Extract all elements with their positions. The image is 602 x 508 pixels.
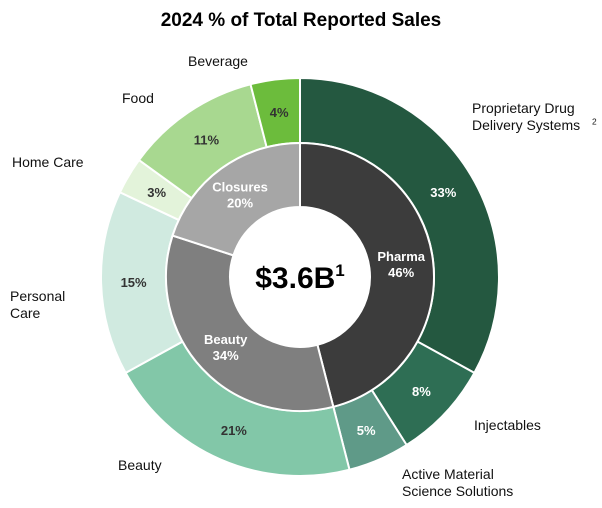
outer-slice-value: 15% xyxy=(121,275,147,290)
legend-label-pdds: Proprietary Drug Delivery Systems 2 xyxy=(472,100,597,134)
legend-label-injectables: Injectables xyxy=(474,417,541,433)
outer-slice-value: 11% xyxy=(194,132,220,147)
outer-slice-value: 21% xyxy=(221,423,247,438)
outer-slice-value: 3% xyxy=(147,185,166,200)
legend-label-food: Food xyxy=(122,90,154,106)
inner-slice-name: Pharma xyxy=(377,249,425,264)
inner-slice-name: Beauty xyxy=(204,332,248,347)
inner-slice-name: Closures xyxy=(212,179,268,194)
donut-hole xyxy=(230,207,370,347)
center-total: $3.6B1 xyxy=(255,261,345,295)
legend-label-amss: Active Material Science Solutions xyxy=(402,466,514,499)
legend-label-home-care: Home Care xyxy=(12,154,84,170)
outer-slice-value: 5% xyxy=(357,423,376,438)
label-text: Proprietary Drug Delivery Systems xyxy=(472,100,581,133)
inner-slice-value: 46% xyxy=(388,265,414,280)
inner-slice-value: 34% xyxy=(213,348,239,363)
footnote: 2 xyxy=(592,116,597,127)
legend-label-personal-care: Personal Care xyxy=(10,288,66,321)
legend-label-beauty: Beauty xyxy=(118,457,162,473)
legend-label-beverage: Beverage xyxy=(188,53,248,69)
outer-slice-value: 8% xyxy=(412,384,431,399)
outer-slice-value: 4% xyxy=(270,105,289,120)
inner-slice-value: 20% xyxy=(227,195,253,210)
chart-title: 2024 % of Total Reported Sales xyxy=(160,10,442,31)
outer-slice-value: 33% xyxy=(430,185,456,200)
